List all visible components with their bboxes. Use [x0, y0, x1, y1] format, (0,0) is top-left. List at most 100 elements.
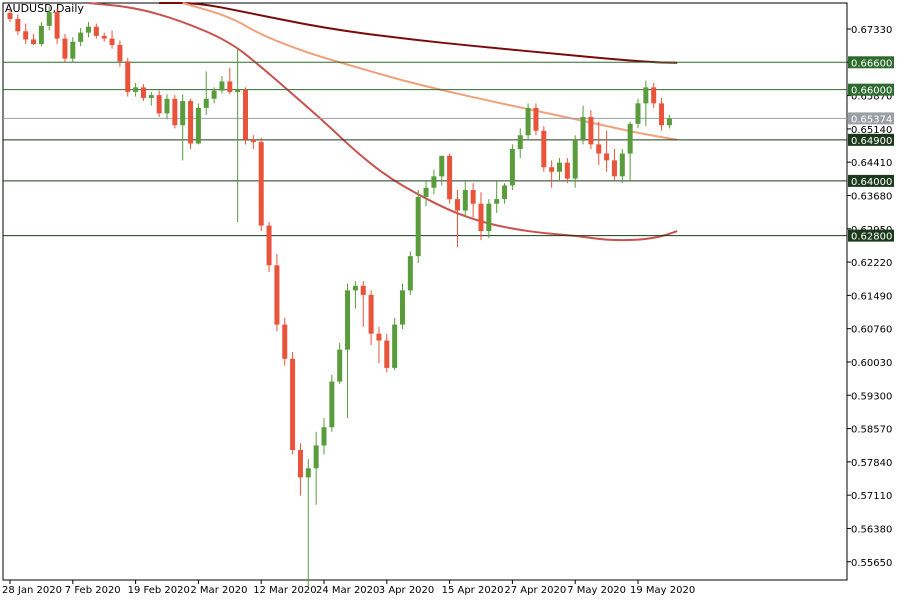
candle-body — [297, 450, 303, 478]
candle-body — [376, 333, 382, 341]
candle-body — [23, 31, 29, 40]
candle-body — [352, 285, 358, 291]
price-label-text: 0.62800 — [851, 232, 892, 243]
candle-body — [125, 61, 131, 92]
y-tick-label: 0.64410 — [851, 158, 892, 169]
candle-body — [368, 294, 374, 334]
candle-body — [635, 103, 641, 124]
y-tick-label: 0.57110 — [851, 491, 892, 502]
candle-body — [470, 190, 476, 204]
plot-frame — [2, 2, 848, 581]
candle-body — [140, 87, 146, 98]
y-tick-label: 0.61490 — [851, 291, 892, 302]
candle-body — [180, 101, 186, 126]
candle-body — [313, 445, 319, 469]
moving-average-line — [182, 2, 678, 141]
candle-body — [533, 107, 539, 131]
x-tick-label: 19 Feb 2020 — [128, 585, 190, 596]
x-tick-label: 12 Mar 2020 — [253, 585, 316, 596]
candle-body — [195, 107, 201, 144]
candle-body — [266, 225, 272, 266]
candle-body — [211, 90, 217, 99]
x-tick-label: 15 Apr 2020 — [442, 585, 504, 596]
candle-body — [70, 41, 76, 59]
candle-body — [596, 144, 602, 154]
price-label-text: 0.65374 — [851, 114, 892, 125]
candle-body — [407, 256, 413, 291]
candle-body — [250, 139, 256, 143]
candle-body — [38, 25, 44, 45]
price-label-box — [848, 133, 894, 146]
y-tick-label: 0.63680 — [851, 191, 892, 202]
price-label-text: 0.66600 — [851, 58, 892, 69]
candle-body — [337, 349, 343, 382]
candle-body — [93, 26, 99, 36]
x-tick-label: 27 Apr 2020 — [504, 585, 566, 596]
candle-body — [360, 285, 366, 295]
candle-body — [454, 199, 460, 211]
candle-body — [572, 139, 578, 179]
x-tick-label: 3 Apr 2020 — [379, 585, 434, 596]
candle-body — [62, 38, 68, 59]
candle-body — [86, 26, 91, 33]
x-tick-label: 28 Jan 2020 — [2, 585, 62, 596]
candle-body — [627, 123, 633, 154]
y-tick-label: 0.67330 — [851, 25, 892, 36]
price-label-box — [848, 112, 894, 125]
price-label-box — [848, 83, 894, 96]
y-tick-label: 0.62220 — [851, 258, 892, 269]
candle-body — [203, 98, 209, 108]
candle-body — [109, 38, 115, 45]
candle-body — [486, 203, 492, 232]
candle-body — [611, 160, 617, 177]
candle-body — [101, 35, 107, 39]
candle-body — [502, 185, 508, 200]
candle-body — [564, 162, 570, 179]
candle-body — [235, 89, 241, 92]
candle-body — [439, 155, 445, 177]
candle-body — [78, 32, 84, 42]
price-label-box — [848, 56, 894, 69]
candle-body — [282, 324, 288, 359]
candle-body — [549, 167, 555, 172]
candle-body — [478, 203, 484, 232]
candle-body — [447, 155, 453, 200]
price-label-box — [848, 174, 894, 187]
candle-body — [580, 117, 586, 140]
price-label-text: 0.64900 — [851, 136, 892, 147]
candle-body — [321, 427, 327, 446]
candle-body — [415, 196, 421, 257]
candle-body — [305, 468, 311, 478]
x-tick-label: 2 Mar 2020 — [190, 585, 247, 596]
candle-body — [392, 324, 398, 368]
candle-body — [517, 135, 523, 149]
candle-body — [258, 142, 264, 226]
candle-body — [423, 187, 429, 197]
y-tick-label: 0.57840 — [851, 458, 892, 469]
candle-body — [659, 103, 665, 126]
candle-body — [148, 95, 154, 98]
price-label-text: 0.66000 — [851, 86, 892, 97]
candle-body — [525, 107, 531, 136]
symbol-label: AUDUSD,Daily — [5, 2, 84, 15]
candle-body — [619, 153, 625, 177]
candle-body — [557, 162, 562, 172]
price-label-text: 0.64000 — [851, 177, 892, 188]
candle-body — [604, 153, 610, 161]
candle-body — [117, 44, 123, 62]
candle-body — [219, 81, 225, 91]
candle-body — [541, 130, 547, 168]
candle-body — [31, 39, 37, 45]
price-label-box — [848, 229, 894, 242]
y-tick-label: 0.65870 — [851, 92, 892, 103]
candle-body — [164, 98, 170, 114]
y-tick-label: 0.56380 — [851, 524, 892, 535]
candle-body — [431, 176, 437, 188]
candle-body — [588, 117, 594, 145]
candle-body — [227, 81, 233, 92]
candle-body — [290, 358, 296, 451]
candle-body — [274, 265, 280, 325]
x-tick-label: 7 May 2020 — [567, 585, 626, 596]
candle-body — [509, 148, 515, 186]
